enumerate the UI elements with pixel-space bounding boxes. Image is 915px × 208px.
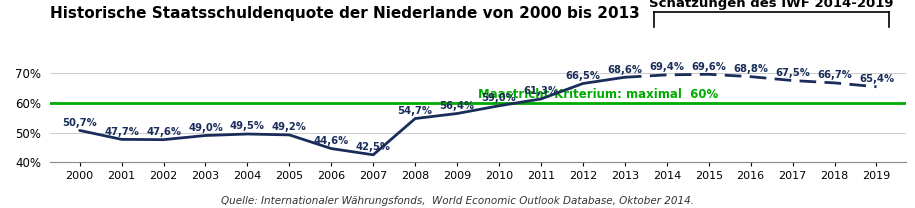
Text: 47,6%: 47,6%: [146, 127, 181, 137]
Text: 49,0%: 49,0%: [188, 123, 223, 133]
Text: Historische Staatsschuldenquote der Niederlande von 2000 bis 2013: Historische Staatsschuldenquote der Nied…: [50, 6, 640, 21]
Text: 49,5%: 49,5%: [230, 121, 265, 131]
Text: 68,6%: 68,6%: [608, 64, 642, 75]
Text: 42,5%: 42,5%: [356, 142, 391, 152]
Text: 66,5%: 66,5%: [565, 71, 600, 81]
Text: 44,6%: 44,6%: [314, 136, 349, 146]
Text: 50,7%: 50,7%: [62, 118, 97, 128]
Text: 69,6%: 69,6%: [692, 62, 727, 72]
Text: Quelle: Internationaler Währungsfonds,  World Economic Outlook Database, Oktober: Quelle: Internationaler Währungsfonds, W…: [221, 196, 694, 206]
Text: 65,4%: 65,4%: [859, 74, 894, 84]
Text: Schätzungen des IWF 2014-2019: Schätzungen des IWF 2014-2019: [650, 0, 894, 10]
Text: 68,8%: 68,8%: [733, 64, 769, 74]
Text: Maastricht-Kriterium: maximal  60%: Maastricht-Kriterium: maximal 60%: [478, 88, 718, 101]
Text: 69,4%: 69,4%: [650, 62, 684, 72]
Text: 66,7%: 66,7%: [817, 70, 852, 80]
Text: 47,7%: 47,7%: [104, 127, 139, 137]
Text: 59,0%: 59,0%: [481, 93, 516, 103]
Text: 61,3%: 61,3%: [523, 86, 558, 96]
Text: 54,7%: 54,7%: [398, 106, 433, 116]
Text: 67,5%: 67,5%: [775, 68, 810, 78]
Text: 56,4%: 56,4%: [439, 101, 475, 111]
Text: 49,2%: 49,2%: [272, 122, 307, 132]
